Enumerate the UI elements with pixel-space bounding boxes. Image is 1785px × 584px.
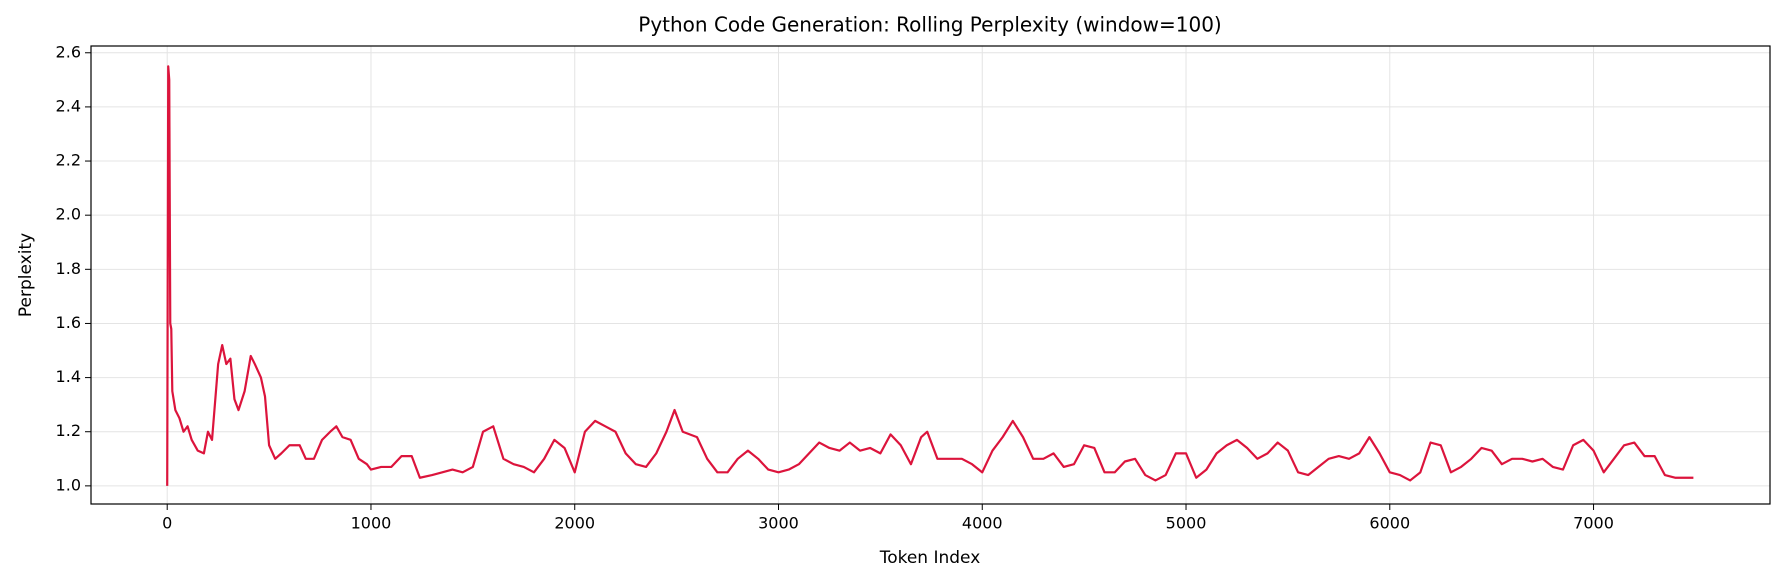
y-tick-label: 1.2 (56, 421, 81, 440)
x-tick-label: 7000 (1573, 514, 1614, 533)
line (166, 65, 1694, 486)
x-tick-label: 0 (162, 514, 172, 533)
x-tick-label: 4000 (962, 514, 1003, 533)
y-tick-label: 2.0 (56, 205, 81, 224)
x-tick-label: 1000 (351, 514, 392, 533)
y-tick-label: 1.0 (56, 475, 81, 494)
y-tick-label: 2.4 (56, 96, 81, 115)
plot-frame (90, 45, 1771, 505)
y-axis-label: Perplexity (16, 233, 36, 317)
x-tick-label: 2000 (554, 514, 595, 533)
x-axis-label: Token Index (879, 548, 981, 568)
x-tick-label: 6000 (1369, 514, 1410, 533)
x-tick-label: 3000 (758, 514, 799, 533)
y-tick-label: 2.2 (56, 151, 81, 170)
x-tick-label: 5000 (1166, 514, 1207, 533)
y-tick-label: 2.6 (56, 42, 81, 61)
y-tick-label: 1.4 (56, 367, 81, 386)
chart-title: Python Code Generation: Rolling Perplexi… (638, 13, 1221, 37)
y-tick-label: 1.6 (56, 313, 81, 332)
y-tick-label: 1.8 (56, 259, 81, 278)
